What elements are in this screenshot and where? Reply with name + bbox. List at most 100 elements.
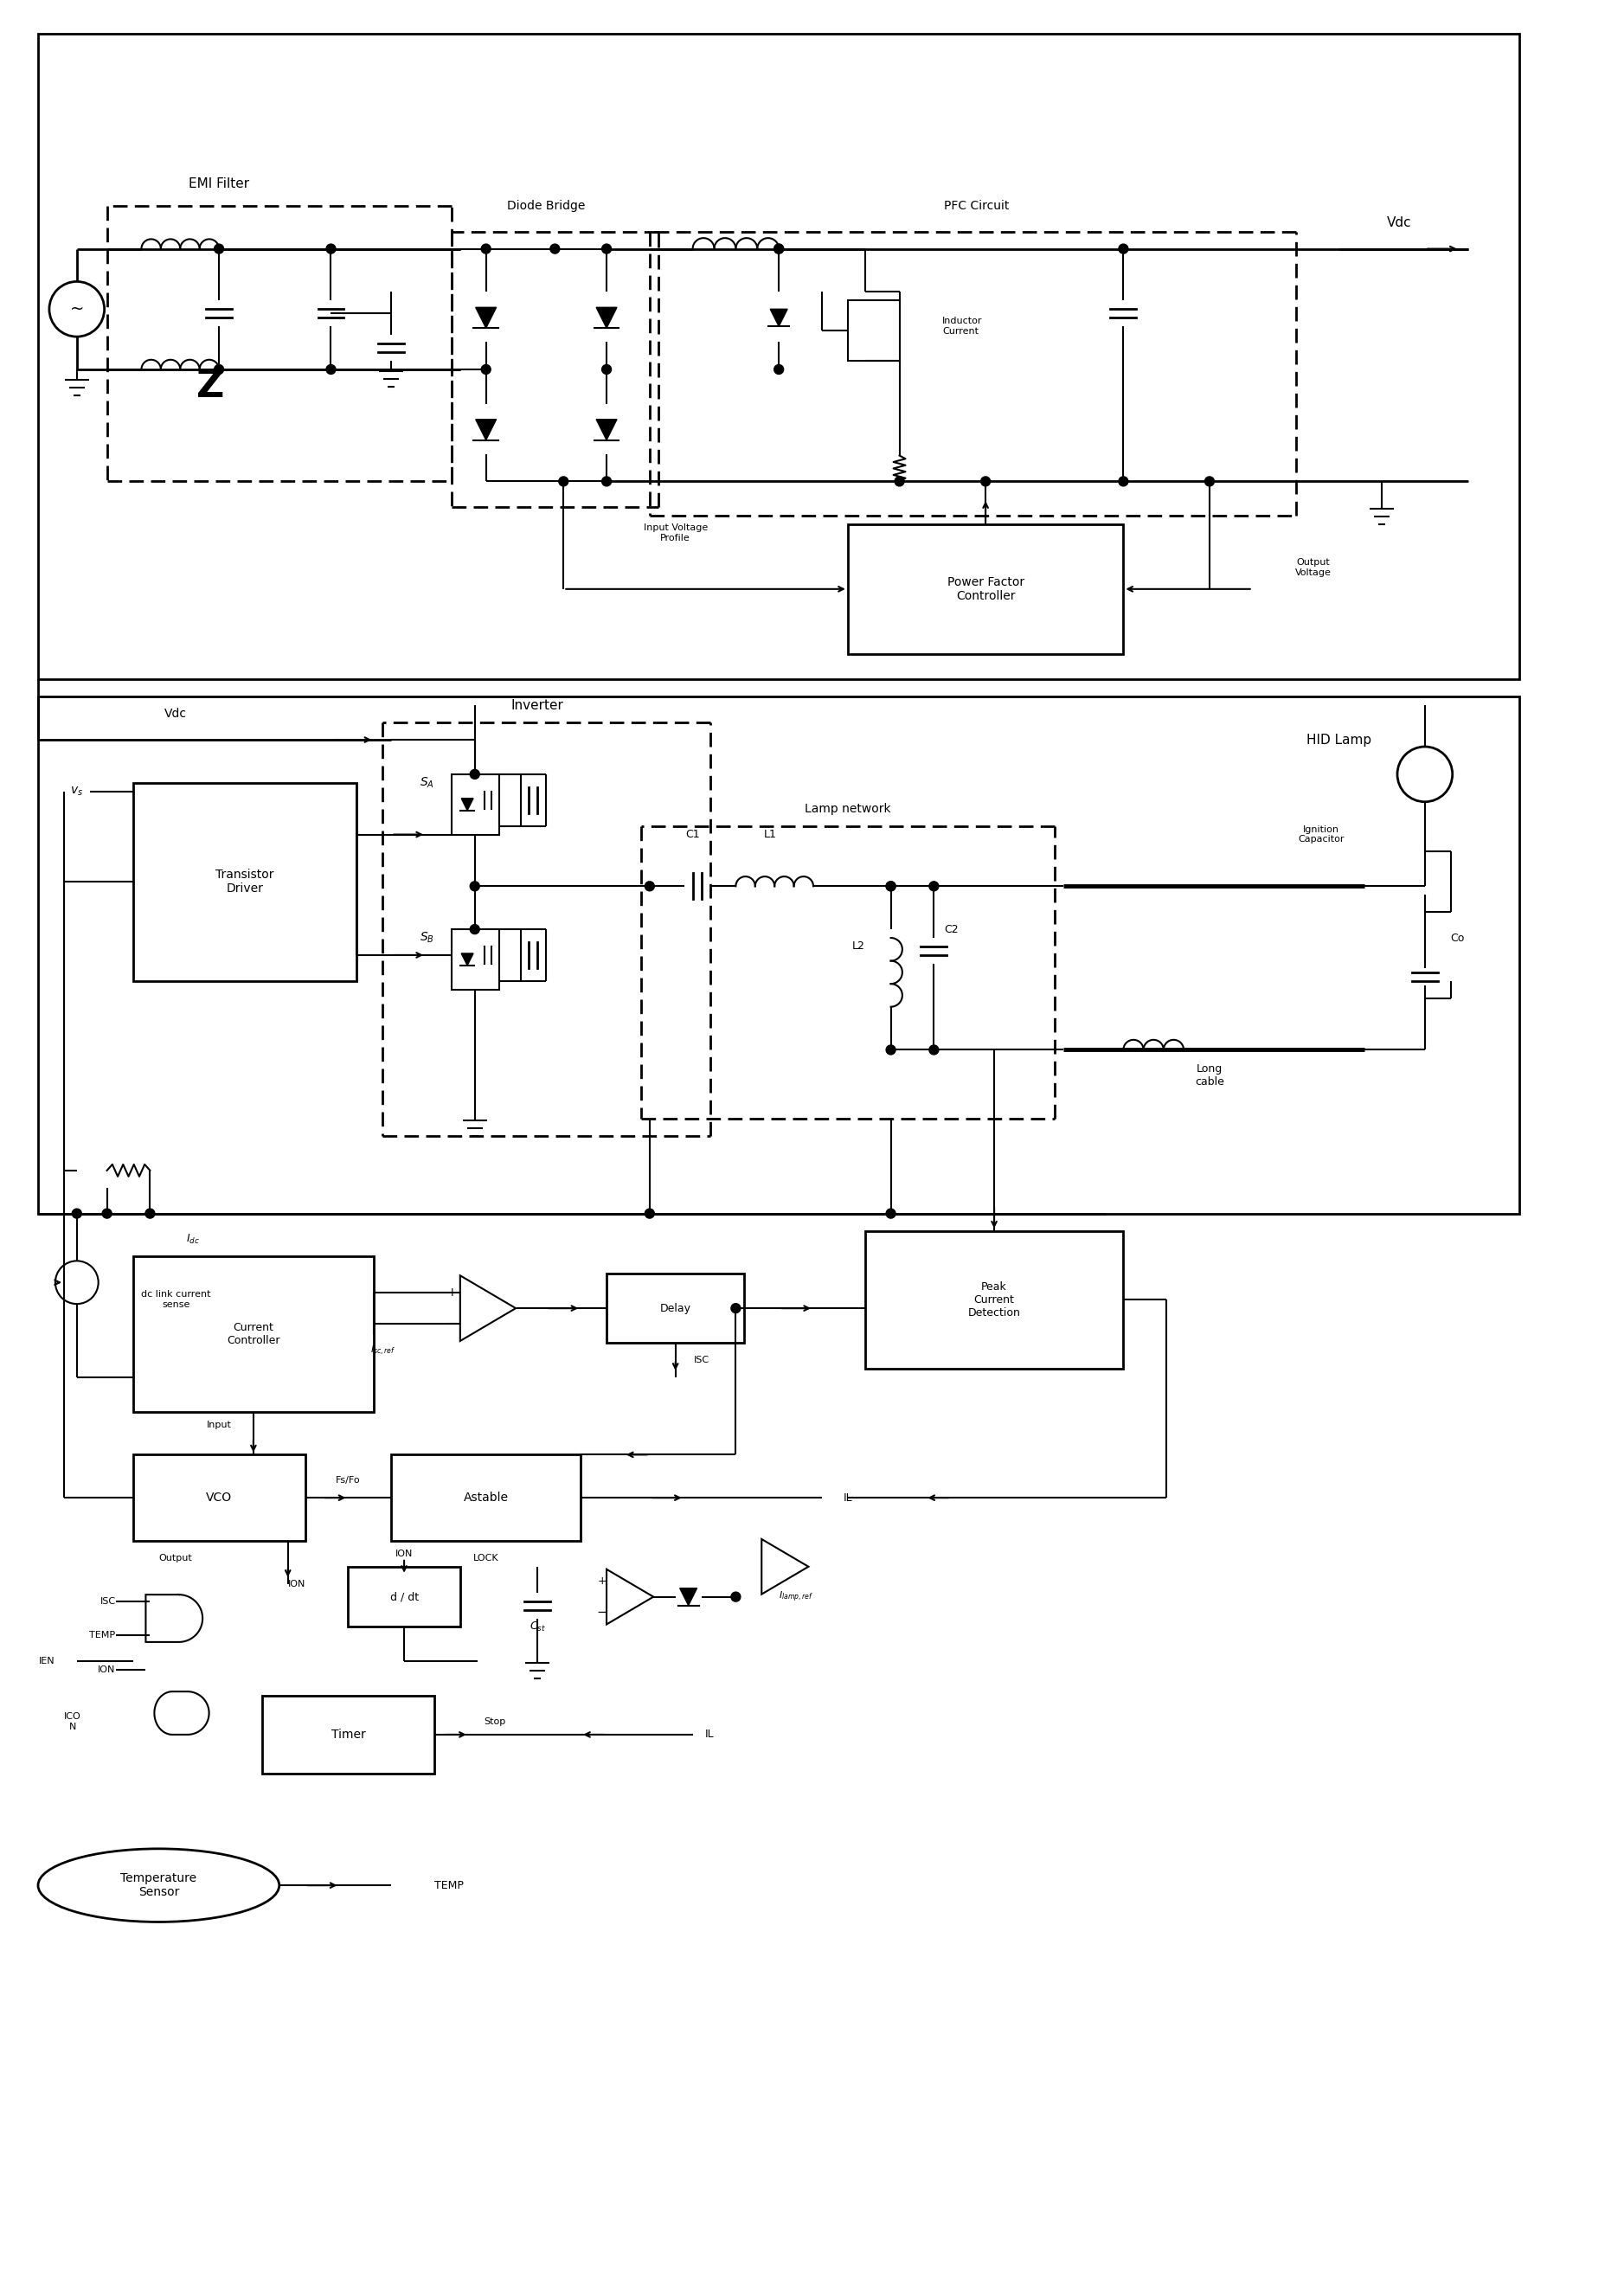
Circle shape xyxy=(603,364,611,374)
Circle shape xyxy=(214,244,224,253)
Text: $C_{st}$: $C_{st}$ xyxy=(529,1620,546,1633)
Text: ION: ION xyxy=(395,1549,412,1558)
Text: $S_B$: $S_B$ xyxy=(419,932,434,945)
Bar xyxy=(133,1257,374,1412)
Text: $I_{dc}$: $I_{dc}$ xyxy=(187,1232,200,1246)
Text: Z: Z xyxy=(197,369,224,405)
Bar xyxy=(451,775,499,834)
Text: Stop: Stop xyxy=(484,1718,505,1727)
Circle shape xyxy=(145,1210,154,1219)
Bar xyxy=(133,784,357,982)
Text: L2: L2 xyxy=(853,941,866,952)
Text: Current
Controller: Current Controller xyxy=(227,1321,279,1346)
Text: Output: Output xyxy=(159,1554,192,1563)
Text: TEMP: TEMP xyxy=(89,1631,115,1640)
Text: ICO
N: ICO N xyxy=(63,1713,81,1731)
Text: C1: C1 xyxy=(685,829,700,841)
Polygon shape xyxy=(762,1540,809,1595)
Circle shape xyxy=(981,476,991,485)
Bar xyxy=(391,1456,581,1540)
Text: TEMP: TEMP xyxy=(434,1879,463,1891)
Text: −: − xyxy=(596,1606,607,1620)
Polygon shape xyxy=(596,419,617,440)
Text: LOCK: LOCK xyxy=(473,1554,499,1563)
Circle shape xyxy=(895,476,905,485)
Polygon shape xyxy=(476,308,497,328)
Text: EMI Filter: EMI Filter xyxy=(188,178,248,191)
Polygon shape xyxy=(770,310,788,326)
Text: −: − xyxy=(445,1317,458,1333)
Text: Co: Co xyxy=(1450,932,1465,943)
Circle shape xyxy=(481,364,490,374)
Text: Lamp network: Lamp network xyxy=(804,802,892,816)
Circle shape xyxy=(326,244,336,253)
Text: IL: IL xyxy=(843,1492,853,1503)
Text: Input: Input xyxy=(206,1419,232,1428)
Bar xyxy=(133,1456,305,1540)
Text: Output
Voltage: Output Voltage xyxy=(1294,558,1332,576)
Circle shape xyxy=(645,882,654,891)
Text: HID Lamp: HID Lamp xyxy=(1306,734,1371,747)
Bar xyxy=(848,524,1124,654)
Bar xyxy=(261,1695,434,1772)
Polygon shape xyxy=(460,1276,516,1342)
Text: L1: L1 xyxy=(763,829,776,841)
Text: Fs/Fo: Fs/Fo xyxy=(336,1476,361,1485)
Text: C2: C2 xyxy=(944,923,958,934)
Bar xyxy=(866,1230,1124,1369)
Circle shape xyxy=(102,1210,112,1219)
Text: Power Factor
Controller: Power Factor Controller xyxy=(947,576,1025,601)
Circle shape xyxy=(1119,244,1129,253)
Bar xyxy=(848,301,900,360)
Text: VCO: VCO xyxy=(206,1492,232,1503)
Bar xyxy=(37,697,1520,1214)
Text: Long
cable: Long cable xyxy=(1195,1064,1224,1089)
Text: ISC: ISC xyxy=(693,1355,710,1365)
Polygon shape xyxy=(146,1595,203,1642)
Polygon shape xyxy=(154,1693,209,1734)
Text: +: + xyxy=(447,1287,456,1298)
Text: Peak
Current
Detection: Peak Current Detection xyxy=(968,1280,1020,1319)
Text: PFC Circuit: PFC Circuit xyxy=(944,200,1010,212)
Text: Delay: Delay xyxy=(659,1303,692,1314)
Circle shape xyxy=(326,364,336,374)
Circle shape xyxy=(775,364,783,374)
Text: $v_s$: $v_s$ xyxy=(70,786,83,797)
Text: Astable: Astable xyxy=(463,1492,508,1503)
Text: IEN: IEN xyxy=(39,1656,55,1665)
Text: Input Voltage
Profile: Input Voltage Profile xyxy=(643,524,708,542)
Circle shape xyxy=(559,476,568,485)
Circle shape xyxy=(551,244,560,253)
Polygon shape xyxy=(476,419,497,440)
Bar xyxy=(348,1567,460,1626)
Circle shape xyxy=(71,1210,81,1219)
Bar xyxy=(37,34,1520,679)
Circle shape xyxy=(603,476,611,485)
Circle shape xyxy=(775,244,783,253)
Bar xyxy=(606,1273,744,1342)
Circle shape xyxy=(887,882,895,891)
Text: ION: ION xyxy=(287,1579,305,1588)
Text: $S_A$: $S_A$ xyxy=(419,777,434,790)
Polygon shape xyxy=(680,1588,697,1606)
Circle shape xyxy=(887,1046,895,1055)
Text: Timer: Timer xyxy=(331,1729,365,1740)
Polygon shape xyxy=(461,954,473,966)
Text: ION: ION xyxy=(97,1665,115,1674)
Text: ISC: ISC xyxy=(101,1597,115,1606)
Circle shape xyxy=(1119,476,1129,485)
Bar xyxy=(451,929,499,989)
Text: d / dt: d / dt xyxy=(390,1590,419,1601)
Text: $I_{sc,ref}$: $I_{sc,ref}$ xyxy=(370,1344,395,1358)
Text: Inverter: Inverter xyxy=(512,699,564,711)
Circle shape xyxy=(469,925,479,934)
Circle shape xyxy=(481,244,490,253)
Circle shape xyxy=(731,1303,741,1312)
Circle shape xyxy=(929,882,939,891)
Text: Vdc: Vdc xyxy=(164,708,187,720)
Text: Transistor
Driver: Transistor Driver xyxy=(216,868,274,895)
Circle shape xyxy=(645,1210,654,1219)
Text: ~: ~ xyxy=(70,301,84,317)
Circle shape xyxy=(214,364,224,374)
Circle shape xyxy=(731,1592,741,1601)
